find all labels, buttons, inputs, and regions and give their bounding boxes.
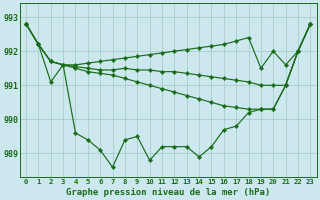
X-axis label: Graphe pression niveau de la mer (hPa): Graphe pression niveau de la mer (hPa) xyxy=(66,188,270,197)
